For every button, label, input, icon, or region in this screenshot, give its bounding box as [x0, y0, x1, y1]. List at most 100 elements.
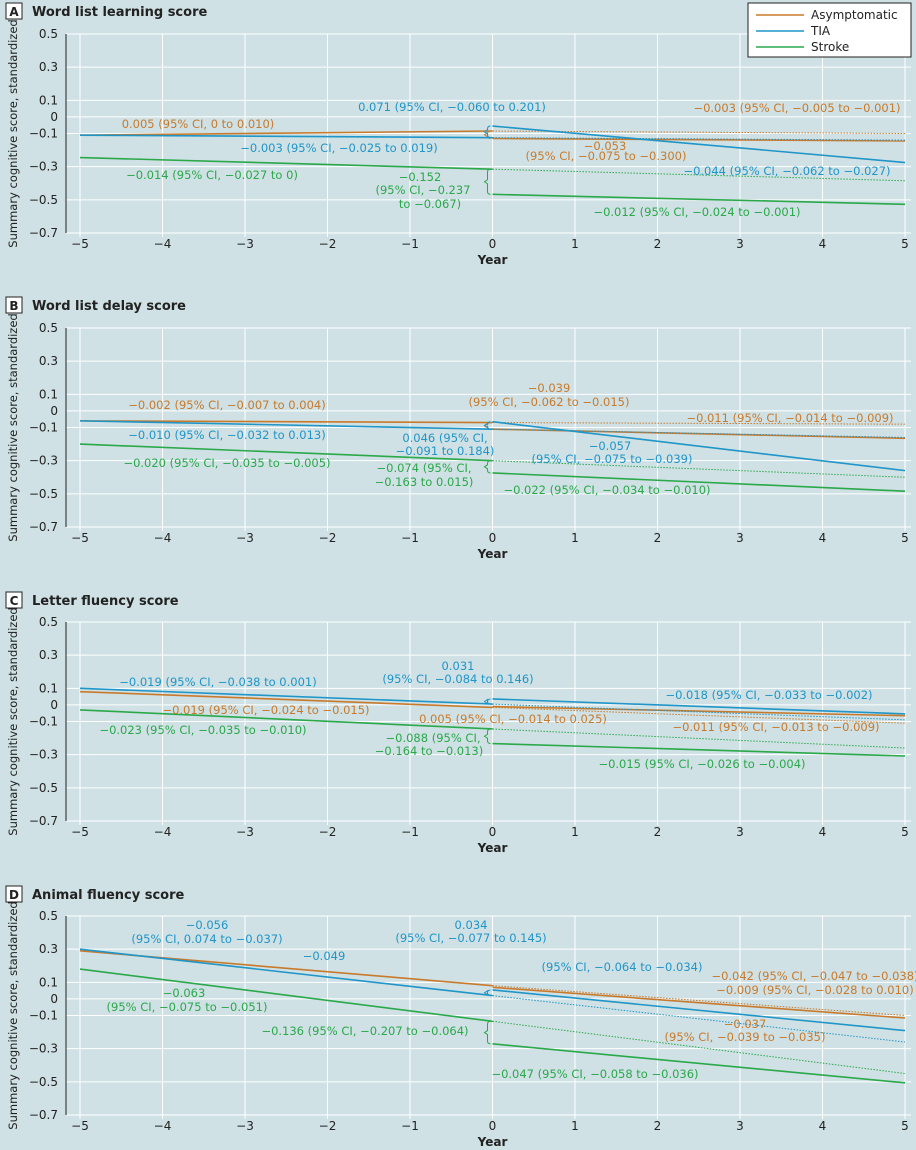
x-tick-label: −4 [154, 1119, 172, 1133]
y-tick-label: −0.7 [29, 1108, 58, 1122]
x-tick-label: 1 [571, 825, 579, 839]
x-tick-label: −3 [236, 825, 254, 839]
data-label: −0.044 (95% CI, −0.062 to −0.027) [683, 164, 890, 178]
x-axis-label: Year [477, 1135, 508, 1149]
panel-letter: A [9, 5, 19, 19]
series-stroke [79, 156, 906, 206]
x-tick-label: 2 [654, 237, 662, 251]
data-label: −0.047 (95% CI, −0.058 to −0.036) [491, 1067, 698, 1081]
x-tick-label: 4 [819, 237, 827, 251]
pre-event-line [79, 156, 493, 170]
y-tick-label: 0.3 [39, 648, 58, 662]
y-tick-label: 0.3 [39, 60, 58, 74]
y-tick-label: 0.5 [39, 27, 58, 41]
post-event-line [492, 1043, 906, 1084]
y-axis-label: Summary cognitive score, standardized [6, 901, 20, 1129]
data-label: to −0.067) [399, 197, 461, 211]
y-tick-label: −0.3 [29, 160, 58, 174]
y-tick-label: 0 [50, 404, 58, 418]
data-label: −0.053 [584, 139, 627, 153]
annotations: −0.019 (95% CI, −0.038 to 0.001) 0.031(95… [99, 659, 879, 771]
data-label: −0.164 to −0.013) [375, 744, 483, 758]
panel-letter-box [5, 296, 23, 314]
x-tick-label: −4 [154, 531, 172, 545]
x-tick-label: 4 [819, 1119, 827, 1133]
annotations: −0.002 (95% CI, −0.007 to 0.004)−0.039(9… [123, 381, 893, 497]
y-tick-label: 0.5 [39, 321, 58, 335]
y-axis-label: Summary cognitive score, standardized [6, 313, 20, 541]
y-tick-label: 0.1 [39, 975, 58, 989]
projection-line [492, 1020, 906, 1075]
y-tick-label: −0.5 [29, 193, 58, 207]
data-label: −0.057 [589, 439, 632, 453]
panel-letter: C [10, 594, 19, 608]
x-tick-label: 0 [489, 1119, 497, 1133]
data-label: 0.005 (95% CI, −0.014 to 0.025) [419, 712, 607, 726]
effect-brace [483, 728, 491, 745]
x-tick-label: 3 [736, 237, 744, 251]
series-stroke [79, 709, 906, 757]
panel-title: Word list delay score [32, 299, 186, 314]
x-axis-label: Year [477, 253, 508, 267]
x-tick-label: −1 [401, 825, 419, 839]
panel-title: Letter fluency score [32, 594, 179, 609]
x-tick-label: 2 [654, 531, 662, 545]
data-label: −0.049 [303, 949, 346, 963]
data-label: −0.018 (95% CI, −0.033 to −0.002) [665, 688, 872, 702]
data-label: −0.011 (95% CI, −0.013 to −0.009) [672, 720, 879, 734]
x-tick-label: −5 [71, 237, 89, 251]
data-label: −0.152 [399, 170, 442, 184]
x-tick-label: −3 [236, 237, 254, 251]
series-tia [79, 420, 906, 472]
panel-b: B Word list delay score 0.5 0.3 0.1 0 −0.1 −0.3… [5, 296, 911, 561]
pre-event-line [79, 443, 493, 462]
data-label: 0.034 [455, 918, 488, 932]
legend-label: TIA [810, 24, 831, 38]
y-tick-label: −0.7 [29, 520, 58, 534]
y-tick-label: −0.3 [29, 454, 58, 468]
x-tick-label: 3 [736, 531, 744, 545]
data-label: −0.063 [163, 986, 206, 1000]
effect-brace [483, 421, 491, 430]
pre-event-line [79, 968, 493, 1023]
y-tick-label: 0.5 [39, 615, 58, 629]
data-label: 0.071 (95% CI, −0.060 to 0.201) [358, 100, 546, 114]
x-tick-label: −4 [154, 825, 172, 839]
data-label: −0.088 (95% CI, [386, 731, 481, 745]
legend-box [747, 2, 912, 58]
gridlines [66, 621, 911, 825]
gridlines [66, 915, 911, 1119]
panel-letter-box [5, 2, 23, 20]
post-event-line [492, 986, 906, 1019]
data-label: (95% CI, −0.084 to 0.146) [382, 672, 533, 686]
panel-c: C Letter fluency score 0.5 0.3 0.1 0 −0.1 −0.3 −… [5, 591, 911, 855]
series-tia [79, 687, 906, 721]
data-label: −0.012 (95% CI, −0.024 to −0.001) [593, 205, 800, 219]
data-label: −0.091 to 0.184) [396, 444, 495, 458]
legend-label: Asymptomatic [811, 8, 898, 22]
x-tick-label: 2 [654, 825, 662, 839]
data-label: 0.031 [442, 659, 475, 673]
series-asymptomatic [79, 690, 906, 724]
data-label: −0.020 (95% CI, −0.035 to −0.005) [123, 456, 330, 470]
effect-brace [483, 168, 491, 195]
data-label: (95% CI, −0.075 to −0.300) [526, 149, 687, 163]
x-tick-label: 5 [901, 531, 909, 545]
data-label: (95% CI, −0.064 to −0.034) [542, 960, 703, 974]
pre-event-line [79, 134, 493, 139]
effect-brace [483, 460, 491, 474]
data-label: −0.003 (95% CI, −0.005 to −0.001) [693, 101, 900, 115]
x-tick-label: 0 [489, 825, 497, 839]
data-label: −0.015 (95% CI, −0.026 to −0.004) [598, 757, 805, 771]
pre-event-line [79, 690, 493, 709]
panel-letter-box [5, 591, 23, 609]
panel-letter: D [9, 888, 19, 902]
pre-event-line [79, 420, 493, 430]
data-label: 0.046 (95% CI, [402, 431, 487, 445]
x-axis-label: Year [477, 547, 508, 561]
post-event-line [492, 742, 906, 757]
y-tick-label: 0.5 [39, 909, 58, 923]
post-event-line [492, 989, 906, 1032]
pre-event-line [79, 709, 493, 730]
x-tick-label: −5 [71, 1119, 89, 1133]
